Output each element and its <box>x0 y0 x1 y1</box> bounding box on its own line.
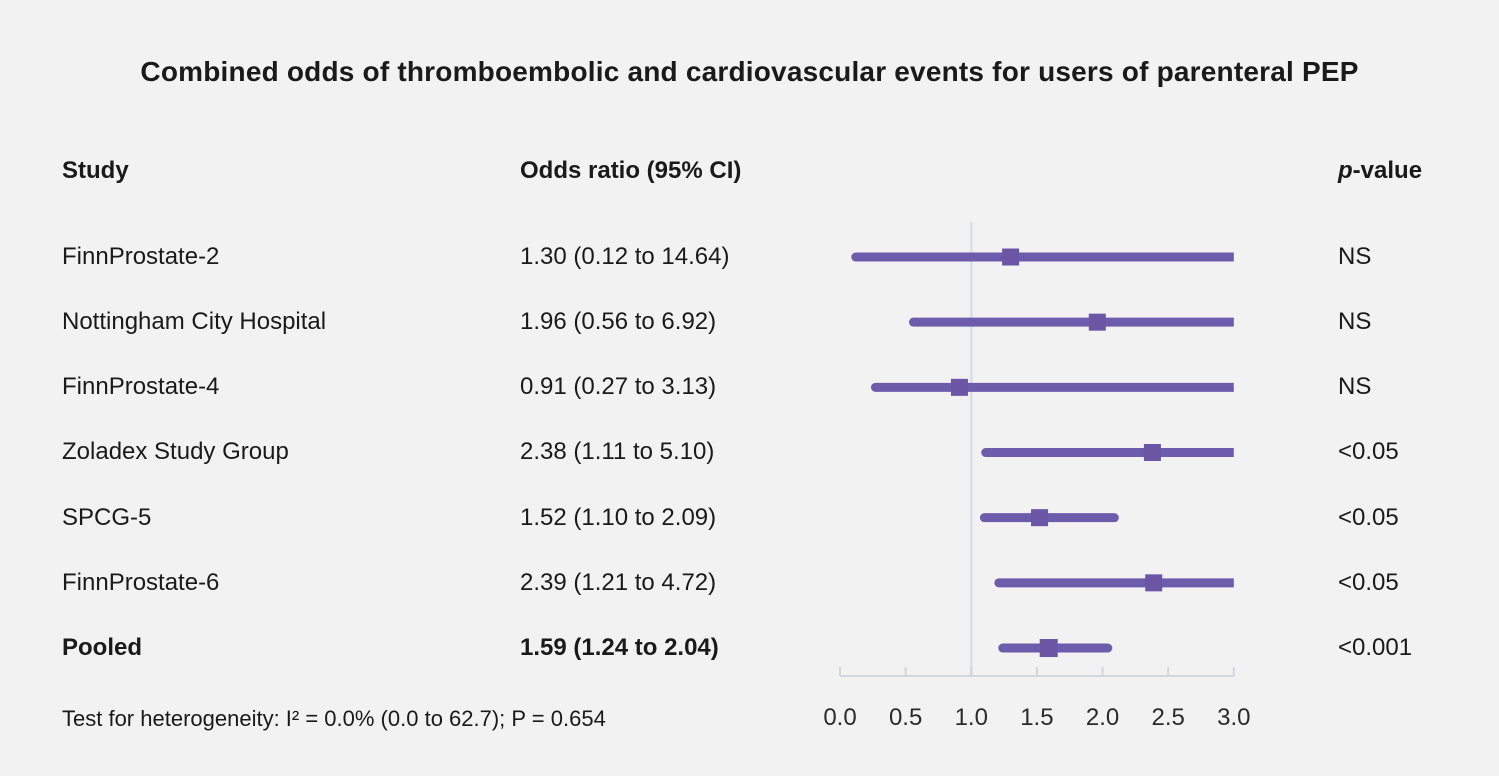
odds-ratio-value: 0.91 (0.27 to 3.13) <box>520 373 717 400</box>
or-marker <box>950 378 968 396</box>
table-row: FinnProstate-2 1.30 (0.12 to 14.64) NS <box>0 242 1499 272</box>
axis-tick-label: 0.5 <box>889 704 922 731</box>
study-label: FinnProstate-4 <box>62 373 220 400</box>
ci-line-cap <box>870 382 880 392</box>
axis-tick-label: 0.0 <box>823 704 856 731</box>
study-label: Pooled <box>62 634 143 661</box>
study-label: FinnProstate-2 <box>62 243 220 270</box>
or-marker <box>1031 509 1049 527</box>
ci-line-cap <box>994 578 1004 588</box>
ci-line-cap <box>851 252 861 262</box>
study-label: Zoladex Study Group <box>62 438 289 465</box>
table-row: FinnProstate-4 0.91 (0.27 to 3.13) NS <box>0 372 1499 402</box>
study-label: FinnProstate-6 <box>62 569 220 596</box>
table-row-pooled: Pooled 1.59 (1.24 to 2.04) <0.001 <box>0 633 1499 663</box>
table-row: SPCG-5 1.52 (1.10 to 2.09) <0.05 <box>0 503 1499 533</box>
p-value: NS <box>1338 373 1372 400</box>
study-label: SPCG-5 <box>62 504 152 531</box>
axis-tick-label: 2.0 <box>1086 704 1119 731</box>
ci-line-cap <box>909 317 919 327</box>
axis-tick-label: 3.0 <box>1217 704 1250 731</box>
odds-ratio-value: 2.38 (1.11 to 5.10) <box>520 438 715 465</box>
pooled-marker <box>1039 639 1058 658</box>
table-row: Zoladex Study Group 2.38 (1.11 to 5.10) … <box>0 437 1499 467</box>
p-value: NS <box>1338 308 1372 335</box>
column-header-odds-ratio: Odds ratio (95% CI) <box>520 157 742 184</box>
or-marker <box>1088 313 1106 331</box>
column-header-p-value: p-value <box>1338 156 1422 186</box>
or-marker <box>1143 444 1161 462</box>
p-value: <0.05 <box>1338 438 1399 465</box>
axis-tick-label: 1.0 <box>955 704 988 731</box>
odds-ratio-value: 2.39 (1.21 to 4.72) <box>520 569 717 596</box>
study-label: Nottingham City Hospital <box>62 308 327 335</box>
p-value-header-italic-p: p <box>1338 157 1353 184</box>
or-marker <box>1002 248 1020 266</box>
heterogeneity-note: Test for heterogeneity: I² = 0.0% (0.0 t… <box>62 706 606 731</box>
table-row: FinnProstate-6 2.39 (1.21 to 4.72) <0.05 <box>0 568 1499 598</box>
table-row: Nottingham City Hospital 1.96 (0.56 to 6… <box>0 307 1499 337</box>
p-value-header-suffix: -value <box>1352 157 1423 184</box>
ci-line-cap <box>981 448 991 458</box>
axis-tick-label: 2.5 <box>1151 704 1184 731</box>
odds-ratio-value: 1.30 (0.12 to 14.64) <box>520 243 730 270</box>
p-value: <0.05 <box>1338 569 1399 596</box>
p-value: <0.001 <box>1338 634 1413 661</box>
odds-ratio-value: 1.52 (1.10 to 2.09) <box>520 504 717 531</box>
odds-ratio-value: 1.59 (1.24 to 2.04) <box>520 634 719 661</box>
odds-ratio-value: 1.96 (0.56 to 6.92) <box>520 308 717 335</box>
p-value: NS <box>1338 243 1372 270</box>
axis-tick-label: 1.5 <box>1020 704 1053 731</box>
p-value: <0.05 <box>1338 504 1399 531</box>
or-marker <box>1145 574 1163 592</box>
figure-title: Combined odds of thromboembolic and card… <box>140 56 1359 87</box>
column-header-study: Study <box>62 157 129 184</box>
